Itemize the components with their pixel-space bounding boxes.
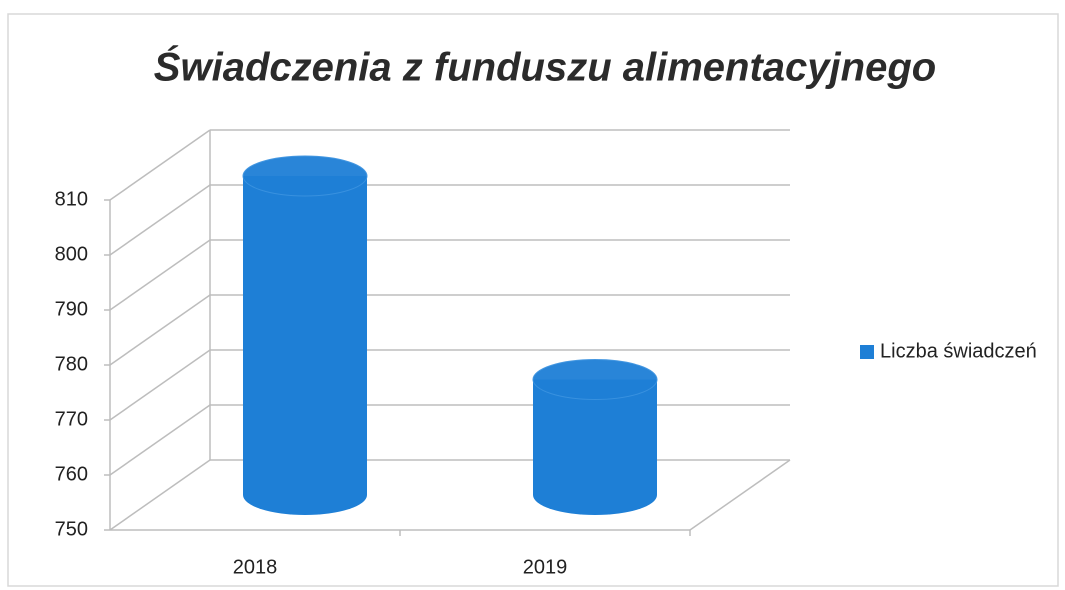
- grid-line: [109, 459, 211, 531]
- x-tick-label: 2018: [233, 556, 278, 578]
- grid-line: [109, 239, 211, 311]
- grid-line: [109, 184, 211, 256]
- cylinder-top: [532, 359, 658, 400]
- y-tick-label: 800: [55, 243, 88, 265]
- chart-title: Świadczenia z funduszu alimentacyjnego: [154, 44, 936, 90]
- legend-swatch: [860, 345, 874, 359]
- grid-line: [109, 404, 211, 476]
- grid-line: [109, 349, 211, 421]
- y-tick-label: 790: [55, 298, 88, 320]
- y-tick-label: 810: [55, 188, 88, 210]
- cylinder: [533, 379, 657, 515]
- grid-line: [109, 129, 211, 201]
- y-tick-label: 750: [55, 518, 88, 540]
- y-tick-label: 780: [55, 353, 88, 375]
- cylinder-top: [242, 155, 368, 197]
- y-tick-label: 770: [55, 408, 88, 430]
- chart-frame: [7, 13, 1059, 587]
- x-tick-label: 2019: [523, 556, 568, 578]
- cylinder: [243, 176, 367, 515]
- grid-line: [109, 294, 211, 366]
- y-tick-label: 760: [55, 463, 88, 485]
- floor-edge: [689, 459, 791, 531]
- legend-label: Liczba świadczeń: [880, 340, 1037, 362]
